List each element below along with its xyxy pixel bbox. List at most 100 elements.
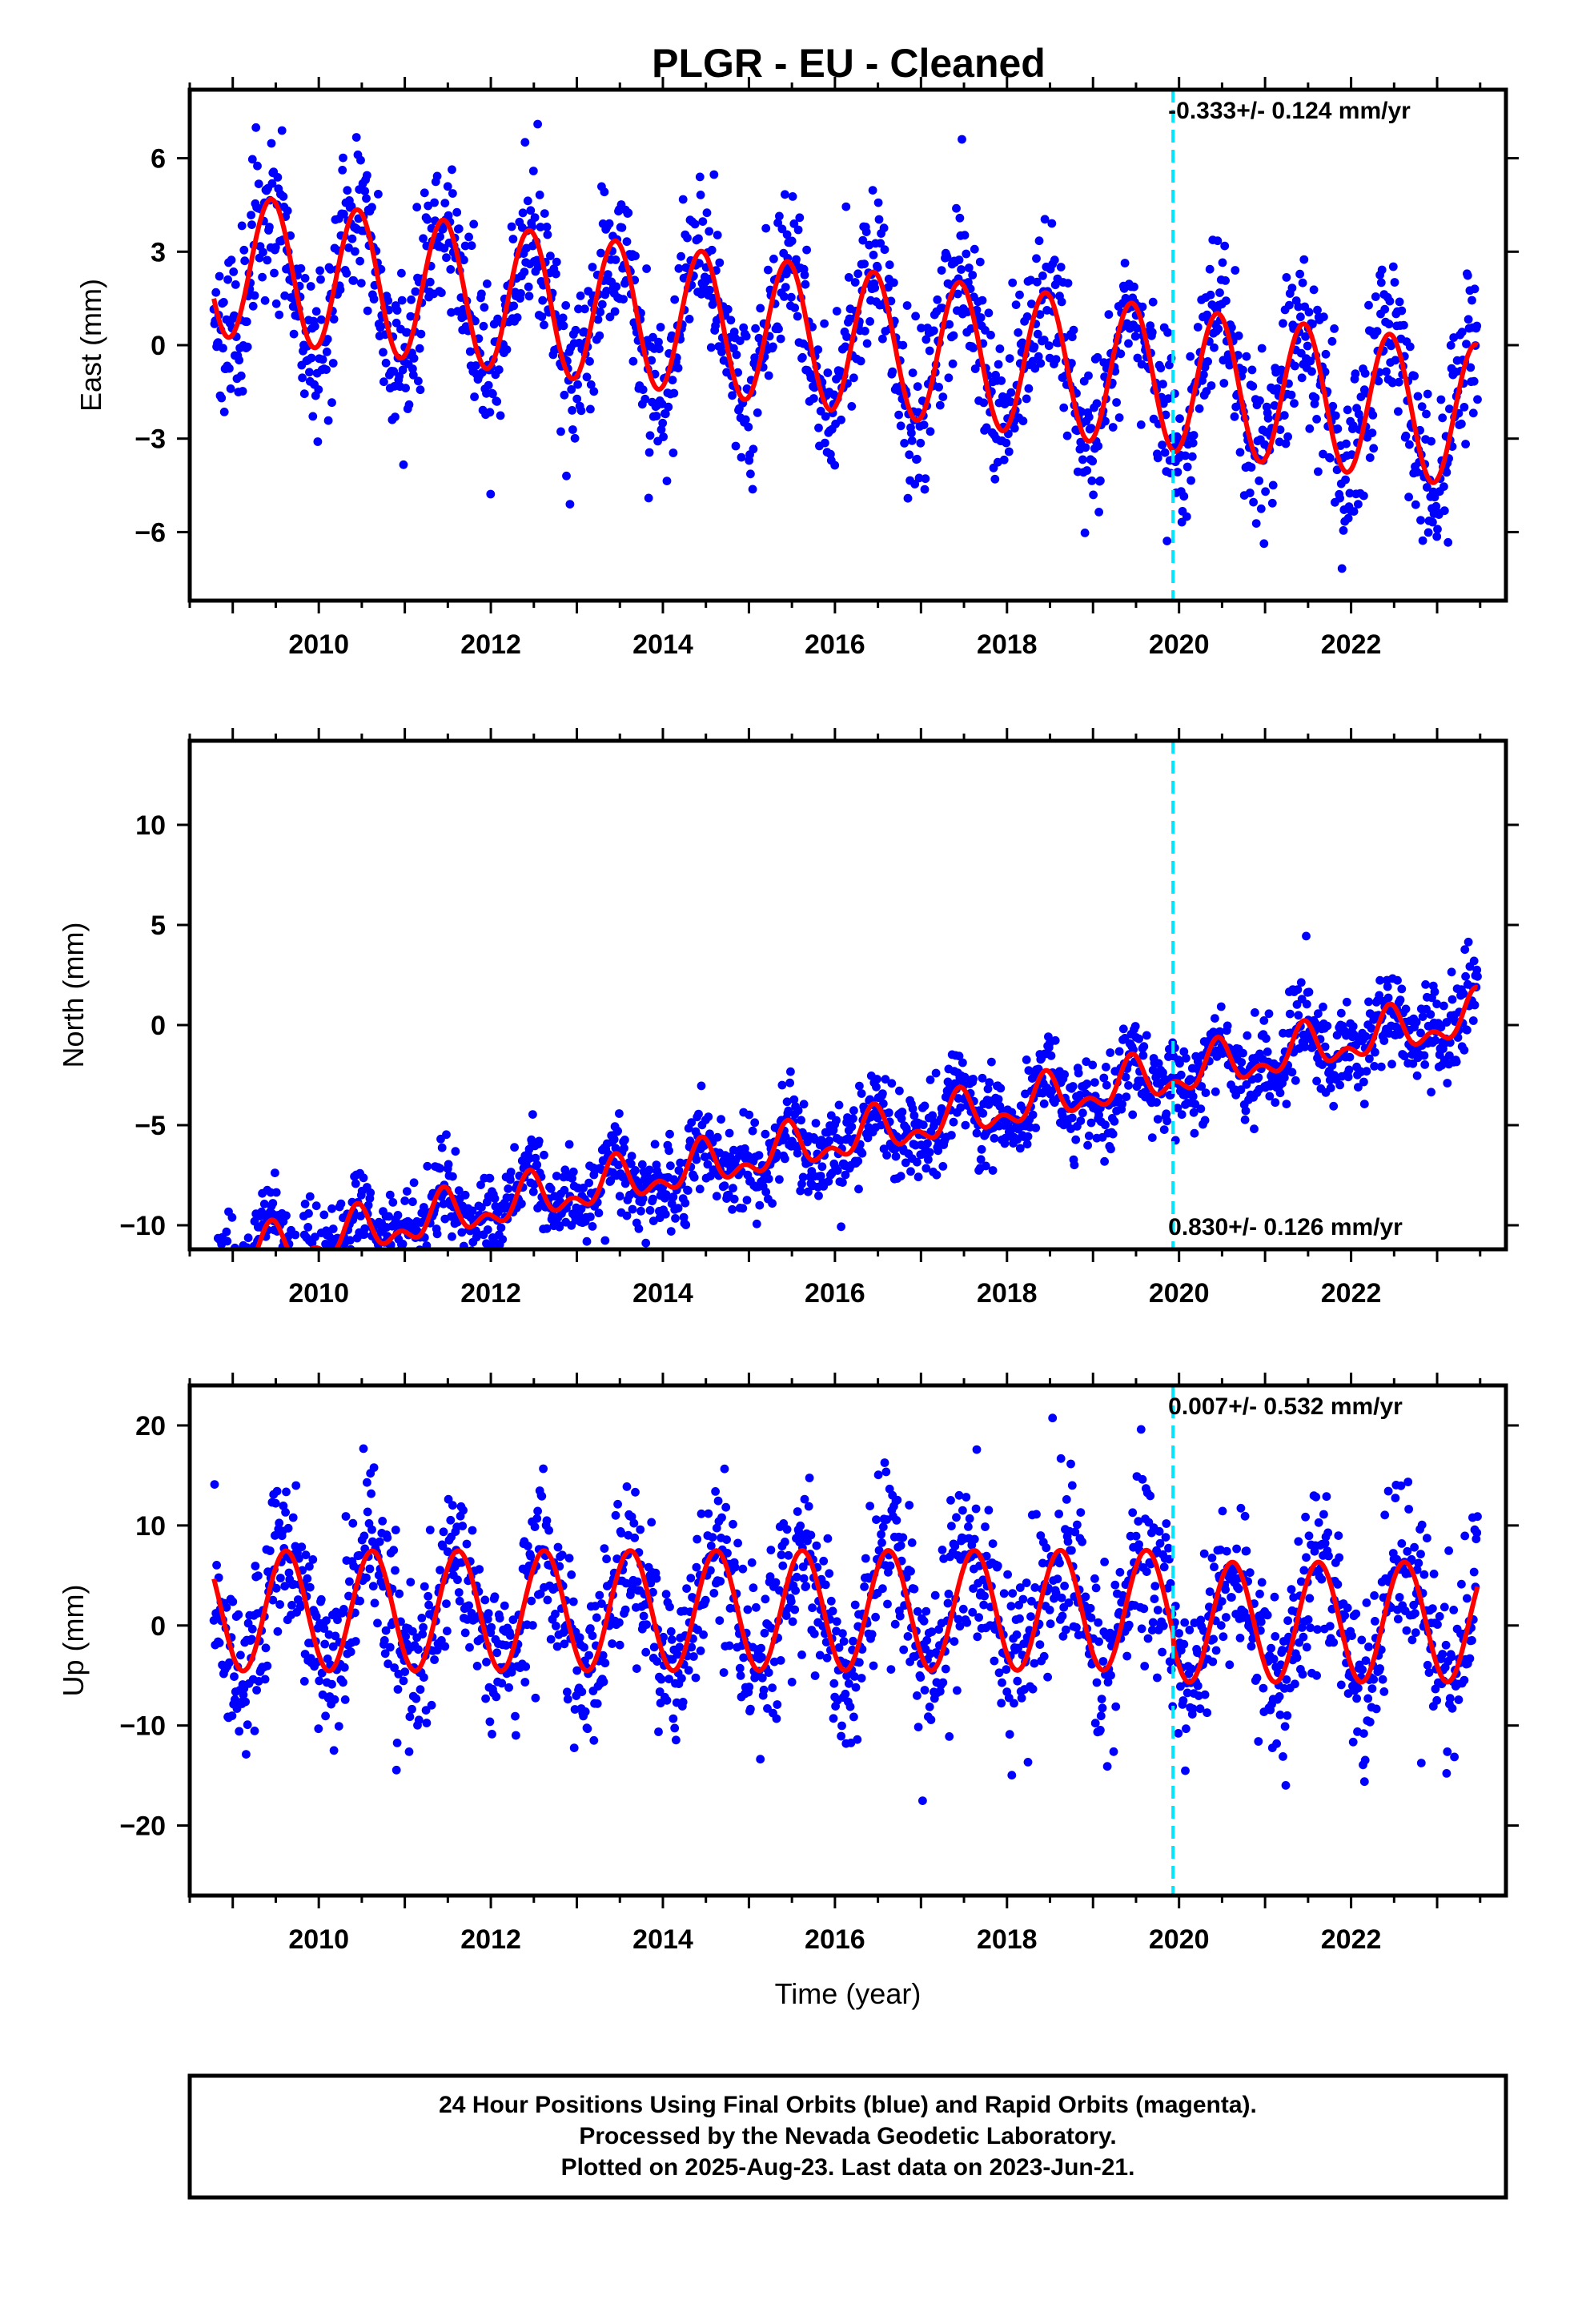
data-point [328, 359, 338, 368]
x-tick-label: 2018 [977, 1278, 1038, 1309]
data-point [360, 1224, 370, 1233]
data-point [1294, 302, 1303, 312]
data-point [291, 1542, 300, 1551]
data-point [867, 1630, 877, 1639]
data-point [670, 1723, 680, 1733]
data-point [873, 1075, 881, 1084]
data-point [403, 328, 412, 337]
data-point [1419, 1051, 1429, 1060]
data-point [613, 1126, 622, 1136]
data-point [1116, 349, 1126, 359]
data-point [347, 234, 357, 243]
data-point [222, 1227, 231, 1236]
data-point [873, 198, 883, 207]
data-point [393, 1685, 403, 1694]
data-point [248, 301, 258, 311]
data-point [1294, 1011, 1303, 1020]
x-tick-label: 2010 [288, 1278, 349, 1309]
data-point [1039, 1651, 1049, 1661]
data-point [752, 1219, 761, 1228]
data-point [979, 1600, 989, 1610]
data-point [241, 1697, 250, 1707]
data-point [227, 255, 236, 265]
data-point [1376, 1062, 1386, 1072]
data-point [804, 1187, 813, 1196]
data-point [210, 1297, 219, 1305]
data-point [1329, 1101, 1339, 1111]
data-point [1022, 1055, 1031, 1064]
data-point [1256, 504, 1266, 513]
data-point [1012, 1630, 1022, 1639]
data-point [709, 170, 719, 179]
data-point [691, 1673, 701, 1683]
data-point [1333, 424, 1343, 433]
data-point [492, 1648, 502, 1658]
data-point [406, 1578, 416, 1586]
data-point [367, 1489, 375, 1498]
data-point [306, 282, 315, 291]
data-point [1175, 1059, 1184, 1068]
data-point [365, 1564, 375, 1574]
data-point [1255, 396, 1264, 405]
data-point [446, 265, 456, 274]
data-point [814, 1191, 823, 1200]
data-point [451, 1147, 460, 1156]
data-point [1158, 440, 1166, 450]
data-point [809, 1629, 819, 1638]
data-point [1369, 444, 1379, 453]
data-point [268, 1595, 278, 1605]
data-point [850, 278, 860, 287]
data-point [411, 287, 420, 296]
data-point [857, 1089, 866, 1098]
data-point [847, 1122, 857, 1132]
data-point [978, 1073, 987, 1083]
data-point [336, 1199, 346, 1208]
data-point [1165, 360, 1174, 370]
data-point [754, 1151, 764, 1160]
data-point [1114, 413, 1124, 422]
data-point [1390, 278, 1399, 287]
data-point [720, 1464, 729, 1474]
data-point [764, 371, 773, 380]
data-point [296, 1600, 306, 1610]
data-point [217, 1276, 226, 1285]
data-point [901, 1158, 910, 1168]
data-point [628, 356, 638, 366]
data-point [378, 1517, 387, 1526]
data-point [907, 1538, 917, 1547]
data-point [265, 223, 274, 231]
data-point [254, 1571, 263, 1580]
data-point [736, 1671, 745, 1680]
data-point [820, 319, 829, 328]
data-point [944, 373, 954, 383]
data-point [870, 283, 880, 292]
data-point [757, 1643, 765, 1653]
data-point [881, 1075, 890, 1084]
data-point [528, 1621, 537, 1630]
data-point [793, 312, 802, 321]
data-point [719, 1668, 729, 1677]
data-point [542, 223, 552, 231]
data-point [439, 1527, 448, 1537]
data-point [523, 1542, 532, 1550]
data-point [371, 1256, 379, 1265]
data-point [359, 1531, 369, 1541]
data-point [798, 352, 807, 362]
data-point [849, 1672, 859, 1681]
data-point [791, 1586, 800, 1595]
east-rate-label: -0.333+/- 0.124 mm/yr [1168, 98, 1411, 124]
data-point [297, 1259, 306, 1268]
data-point [468, 1206, 477, 1216]
data-point [276, 1574, 285, 1582]
data-point [212, 1262, 221, 1271]
data-point [1460, 403, 1469, 412]
data-point [757, 1653, 766, 1662]
data-point [1099, 1073, 1109, 1083]
north-panel: 2010 2012 2014 2016 2018 2020 20221050−5−10Nor… [57, 728, 1519, 1309]
data-point [954, 1490, 964, 1500]
data-point [1057, 1593, 1066, 1602]
x-tick-label: 2018 [977, 629, 1038, 660]
data-point [562, 471, 571, 480]
data-point [1331, 411, 1340, 420]
data-point [905, 450, 914, 460]
